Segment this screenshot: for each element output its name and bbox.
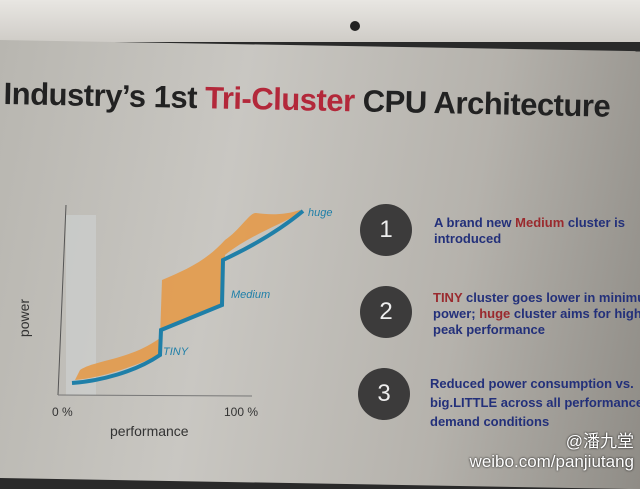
point-text-2: TINY cluster goes lower in minimu power; … bbox=[433, 290, 640, 337]
label-medium: Medium bbox=[231, 289, 270, 301]
camera-icon bbox=[350, 21, 360, 31]
point-text-3: Reduced power consumption vs. big.LITTLE … bbox=[430, 376, 640, 429]
x-axis-label: performance bbox=[110, 423, 189, 439]
x-axis bbox=[57, 394, 253, 397]
label-huge: huge bbox=[308, 207, 332, 219]
y-axis bbox=[57, 204, 67, 396]
point-text-1: A brand new Medium cluster is introduced bbox=[434, 215, 625, 246]
chart-shade bbox=[66, 215, 96, 395]
point-number-3: 3 bbox=[358, 368, 410, 420]
x-max-label: 100 % bbox=[224, 405, 259, 419]
y-axis-label: power bbox=[16, 298, 33, 338]
label-tiny: TINY bbox=[163, 346, 189, 358]
laptop-bezel bbox=[0, 0, 640, 42]
improvement-area bbox=[75, 210, 302, 380]
x-min-label: 0 % bbox=[52, 405, 73, 419]
point-number-1: 1 bbox=[360, 204, 412, 256]
watermark: @潘九堂 weibo.com/panjiutang bbox=[469, 432, 634, 471]
point-number-2: 2 bbox=[360, 286, 412, 338]
power-performance-chart: huge Medium TINY bbox=[57, 204, 332, 397]
tri-cluster-curve bbox=[71, 209, 305, 385]
